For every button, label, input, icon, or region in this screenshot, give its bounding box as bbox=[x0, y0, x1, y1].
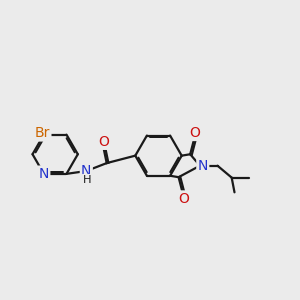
Text: O: O bbox=[98, 135, 109, 148]
Text: Br: Br bbox=[35, 126, 50, 140]
Text: N: N bbox=[81, 164, 92, 178]
Text: O: O bbox=[178, 192, 189, 206]
Text: O: O bbox=[190, 126, 200, 140]
Text: N: N bbox=[39, 167, 49, 181]
Text: N: N bbox=[198, 159, 208, 173]
Text: H: H bbox=[82, 175, 91, 184]
